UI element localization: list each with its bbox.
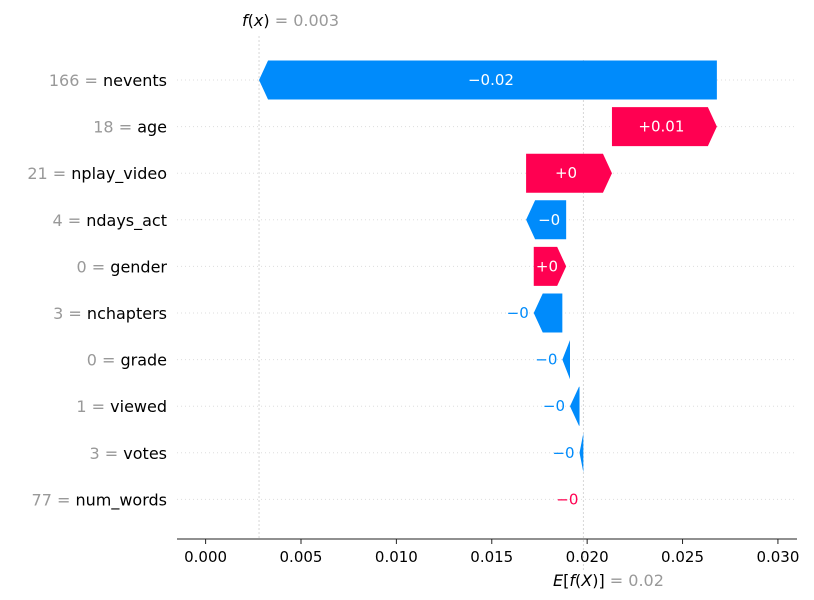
waterfall-bar (611, 107, 717, 147)
waterfall-bar (526, 200, 567, 240)
ex-prefix: E (553, 571, 564, 590)
ex-var: X (580, 571, 593, 590)
x-tick-label: 0.015 (470, 548, 513, 566)
waterfall-bar (533, 293, 563, 333)
waterfall-bar (562, 340, 570, 380)
fx-open-paren: ( (248, 11, 254, 30)
feature-equals: = (48, 164, 72, 183)
feature-equals: = (63, 304, 87, 323)
feature-value: 21 (27, 164, 47, 183)
feature-name: nevents (103, 71, 167, 90)
feature-name: votes (123, 444, 167, 463)
bar-value-label: −0 (556, 490, 578, 508)
feature-name: ndays_act (86, 211, 167, 231)
feature-value: 0 (77, 257, 87, 276)
bar-value-label: −0 (552, 444, 574, 462)
feature-value: 18 (93, 118, 113, 137)
ex-value: 0.02 (628, 571, 664, 590)
feature-equals: = (114, 118, 138, 137)
ex-label: E[f(X)] = 0.02 (553, 571, 664, 590)
bar-value-label: −0 (538, 211, 560, 229)
feature-label: 3 = nchapters (53, 304, 167, 323)
ex-inner-f: f (569, 571, 577, 590)
row-labels-layer: 166 = nevents 18 = age 21 = nplay_video 4 =… (27, 71, 167, 510)
bar-value-label: −0 (507, 304, 529, 322)
fx-value: 0.003 (293, 11, 339, 30)
feature-value: 77 (32, 490, 52, 509)
feature-value: 4 (52, 211, 62, 230)
x-tick-label: 0.005 (280, 548, 323, 566)
bar-value-label: +0 (536, 257, 558, 275)
feature-name: nchapters (87, 304, 167, 323)
feature-value: 3 (90, 444, 100, 463)
feature-value: 1 (76, 397, 86, 416)
ex-open-bracket: [ (563, 571, 569, 590)
feature-value: 0 (87, 351, 97, 370)
feature-name: grade (120, 351, 167, 370)
x-tick-label: 0.030 (756, 548, 799, 566)
feature-label: 0 = gender (77, 257, 168, 276)
bar-value-label: +0 (555, 164, 577, 182)
feature-label: 77 = num_words (32, 490, 167, 510)
bar-value-label: −0 (535, 351, 557, 369)
waterfall-bar (579, 433, 584, 473)
feature-value: 3 (53, 304, 63, 323)
feature-equals: = (100, 444, 124, 463)
bars-layer: −0.02 +0.01 +0 −0 +0 −0 −0 −0 −0 −0 (259, 60, 717, 508)
ex-equals: = (605, 571, 629, 590)
feature-label: 18 = age (93, 118, 167, 137)
feature-name: age (137, 118, 167, 137)
feature-name: viewed (110, 397, 167, 416)
ex-open-paren: ( (575, 571, 581, 590)
x-tick-label: 0.010 (375, 548, 418, 566)
feature-name: nplay_video (71, 164, 167, 184)
feature-value: 166 (49, 71, 80, 90)
x-axis: 0.000 0.005 0.010 0.015 0.020 0.025 0.030 (177, 538, 799, 566)
feature-name: gender (110, 257, 167, 276)
feature-name: num_words (75, 490, 167, 510)
fx-var: x (253, 11, 264, 30)
x-tick-label: 0.020 (566, 548, 609, 566)
x-tick-label: 0.025 (661, 548, 704, 566)
waterfall-bar (259, 60, 717, 100)
fx-label: f(x) = 0.003 (242, 11, 339, 30)
feature-equals: = (63, 211, 87, 230)
waterfall-bar (533, 246, 567, 286)
bar-value-label: +0.01 (638, 118, 684, 136)
waterfall-bar (569, 386, 580, 426)
waterfall-bar (526, 153, 612, 193)
feature-label: 3 = votes (90, 444, 167, 463)
feature-label: 0 = grade (87, 351, 167, 370)
feature-equals: = (87, 257, 111, 276)
feature-label: 21 = nplay_video (27, 164, 167, 184)
feature-label: 166 = nevents (49, 71, 167, 90)
fx-prefix: f (242, 11, 250, 30)
feature-equals: = (52, 490, 76, 509)
x-tick-label: 0.000 (184, 548, 227, 566)
bar-value-label: −0.02 (468, 71, 514, 89)
fx-close-paren: ) (263, 11, 269, 30)
feature-equals: = (97, 351, 121, 370)
fx-equals: = (270, 11, 294, 30)
feature-equals: = (87, 397, 111, 416)
bar-value-label: −0 (543, 397, 565, 415)
feature-equals: = (79, 71, 103, 90)
feature-label: 4 = ndays_act (52, 211, 167, 231)
feature-label: 1 = viewed (76, 397, 167, 416)
ex-close: )] (592, 571, 604, 590)
